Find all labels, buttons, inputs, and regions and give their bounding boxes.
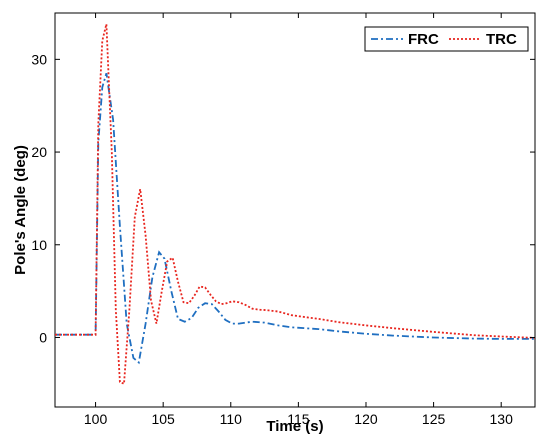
series-group (55, 23, 535, 386)
x-tick-label: 105 (151, 411, 175, 427)
plot-area (54, 12, 536, 408)
y-tick-label: 30 (31, 51, 47, 67)
legend-label-frc: FRC (408, 31, 439, 48)
x-tick-label: 110 (220, 411, 243, 427)
y-tick-label: 10 (31, 237, 47, 253)
x-axis: 100 105 110 115 120 125 130 (84, 13, 513, 427)
x-axis-label: Time (s) (266, 418, 323, 435)
plot-frame (54, 12, 536, 408)
series-line-frc (55, 73, 535, 365)
x-tick-label: 100 (84, 411, 108, 427)
y-tick-label: 20 (31, 144, 47, 160)
series-line-trc (55, 23, 535, 386)
x-tick-label: 115 (287, 411, 310, 427)
x-tick-label: 130 (490, 411, 514, 427)
y-axis: 0 10 20 30 (31, 51, 535, 345)
y-axis-label: Pole's Angle (deg) (12, 145, 29, 275)
x-tick-label: 125 (422, 411, 446, 427)
y-tick-label: 0 (39, 329, 47, 345)
legend-label-trc: TRC (486, 31, 517, 48)
legend: FRC TRC (364, 26, 529, 52)
x-tick-label: 120 (354, 411, 378, 427)
